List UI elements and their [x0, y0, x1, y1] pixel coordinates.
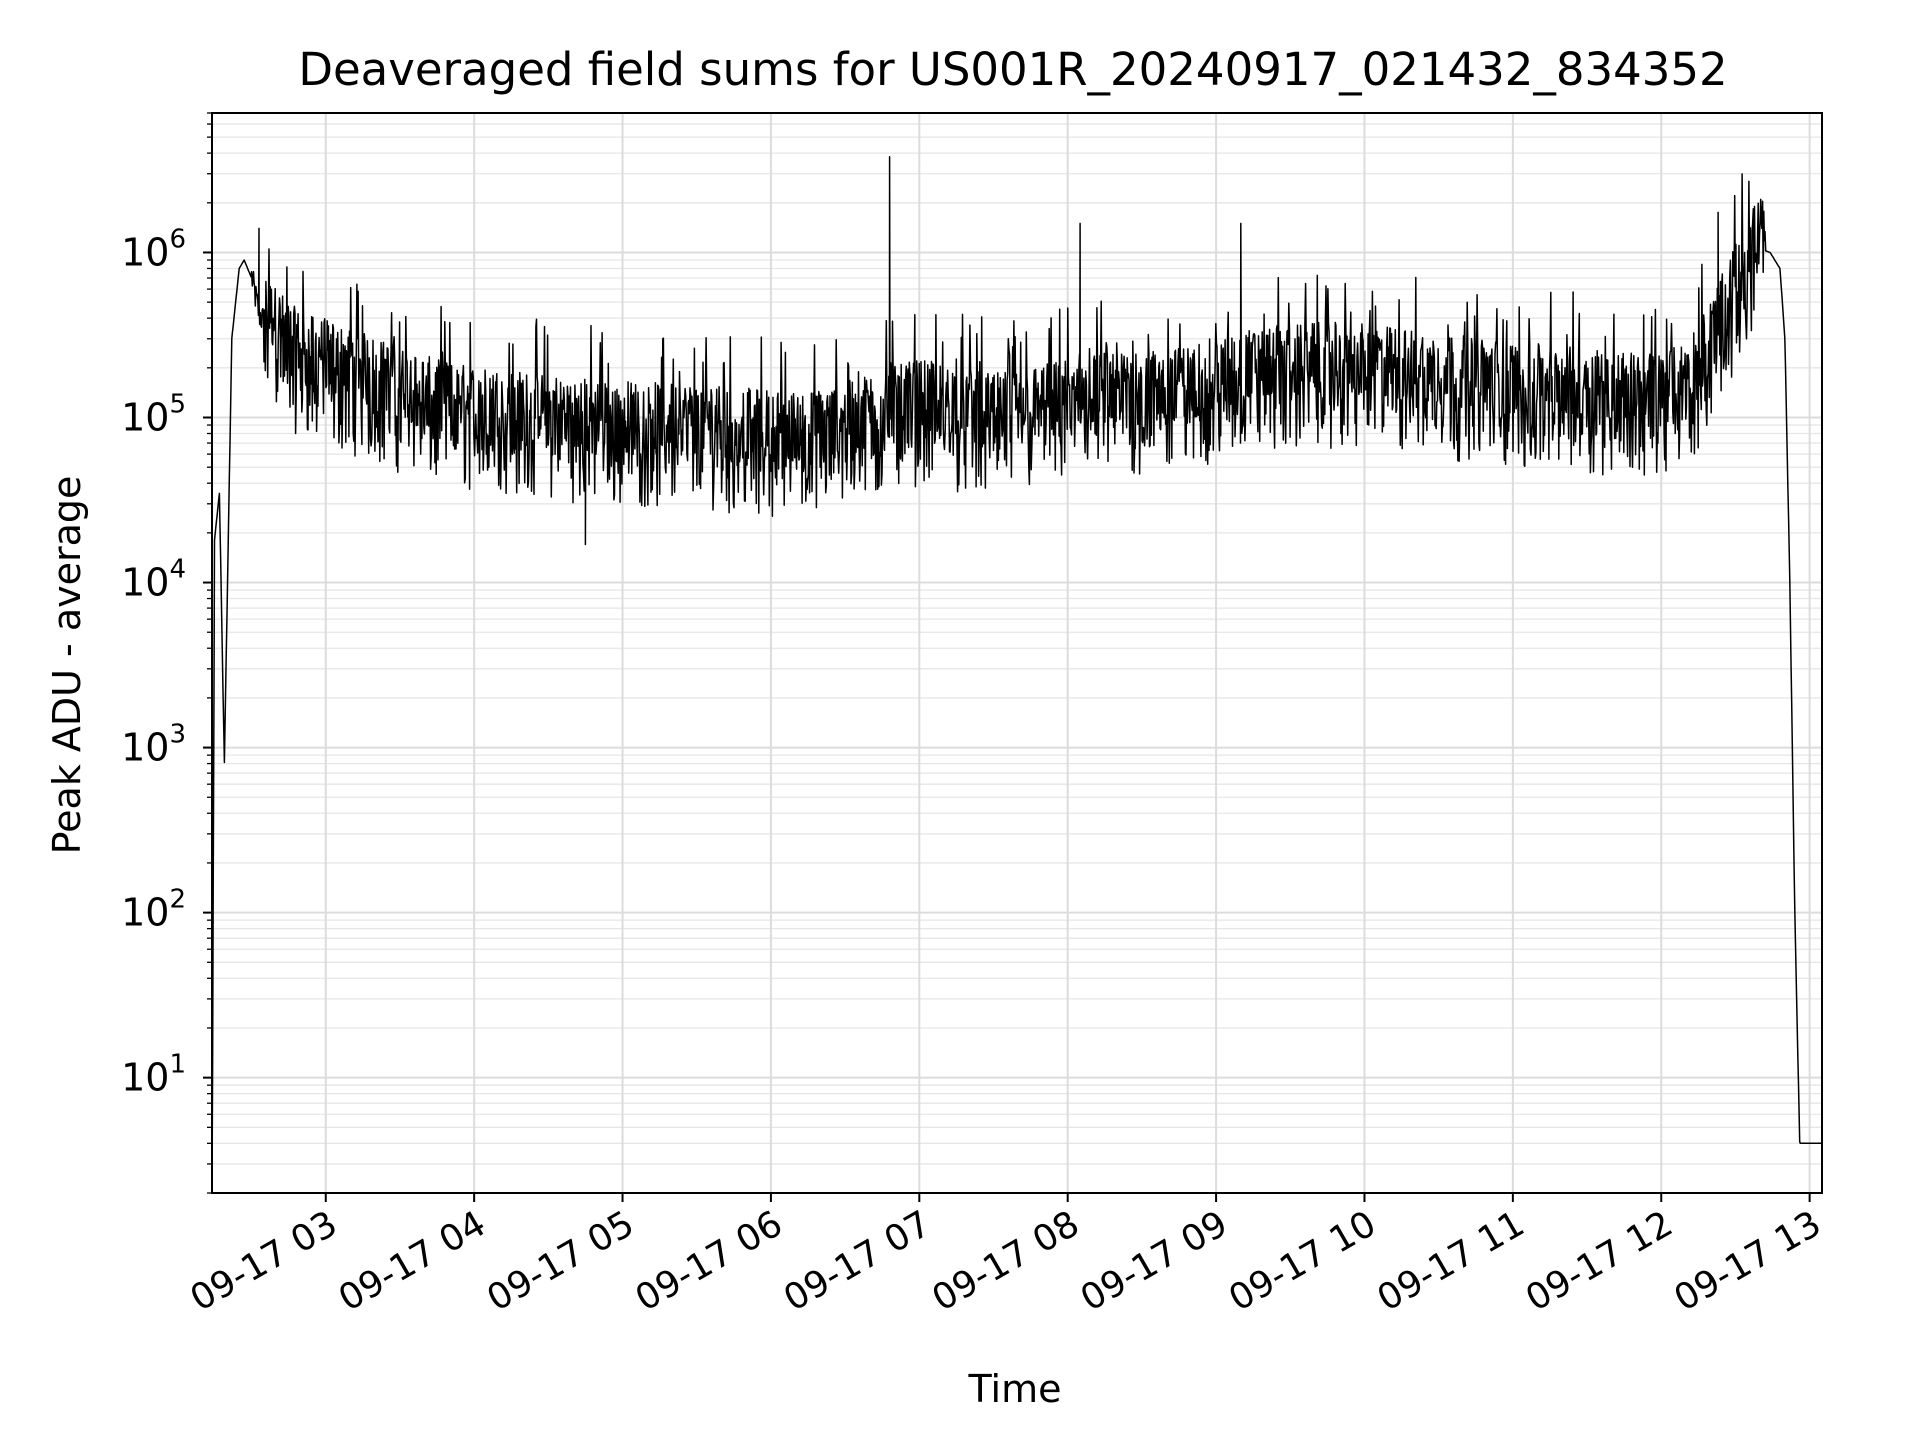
y-tick-label: 104 — [121, 555, 186, 605]
y-tick-label: 102 — [121, 885, 186, 935]
x-axis-label: Time — [968, 1367, 1062, 1411]
grid — [212, 112, 1822, 1194]
plot-frame — [211, 112, 1823, 1194]
y-tick-label: 105 — [121, 390, 186, 440]
data-series — [211, 156, 1823, 1194]
y-axis-label: Peak ADU - average — [45, 476, 89, 855]
chart-title: Deaveraged field sums for US001R_2024091… — [298, 43, 1727, 96]
y-tick-label: 103 — [121, 720, 186, 770]
y-tick-label: 106 — [121, 224, 186, 274]
y-tick-label: 101 — [121, 1050, 186, 1100]
series-line — [211, 156, 1823, 1194]
y-axis: 101 102 103 104 105 106 — [121, 112, 212, 1194]
